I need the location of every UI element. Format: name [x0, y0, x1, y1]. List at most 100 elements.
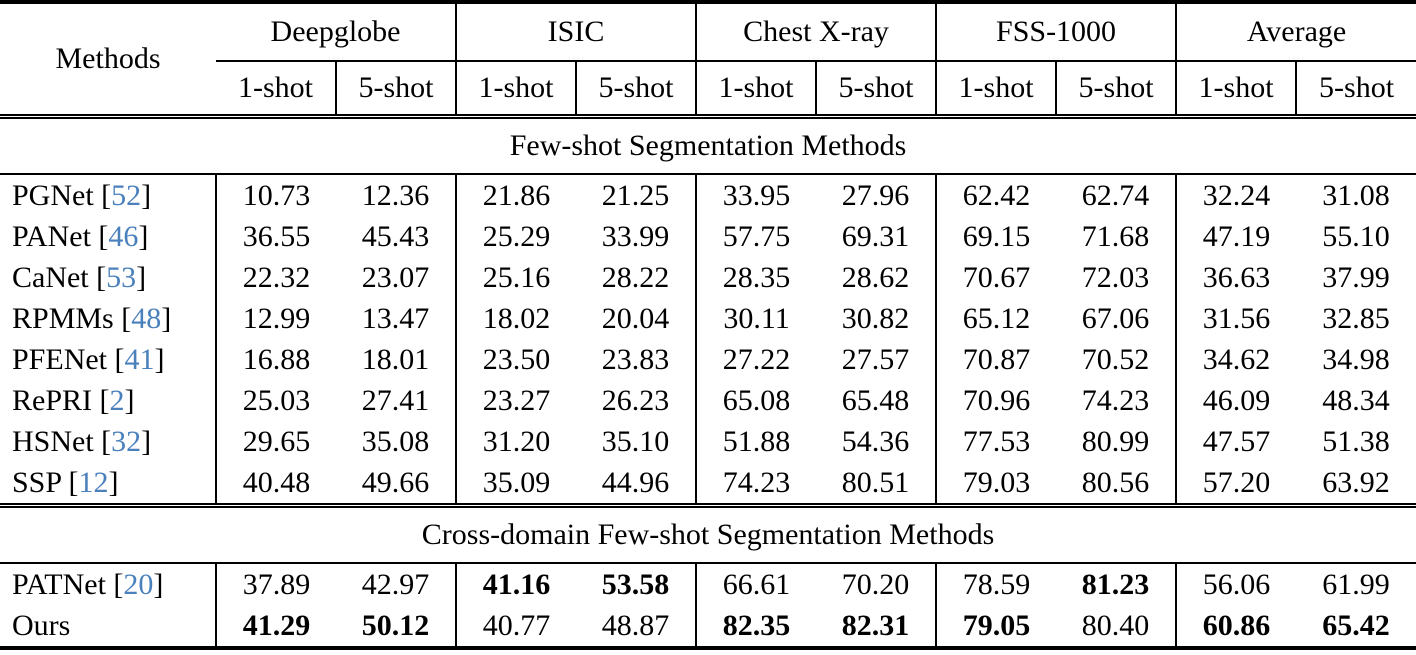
- metric-value: 22.32: [215, 257, 336, 298]
- metric-value: 53.58: [601, 567, 670, 601]
- method-name: PGNet: [12, 178, 94, 212]
- table-row: PFENet [41] 16.88 18.01 23.50 23.83 27.22 27.5…: [0, 339, 1416, 380]
- metric-value: 69.15: [935, 216, 1057, 257]
- metric-value: 61.99: [1322, 567, 1390, 601]
- metric-value: 13.47: [361, 301, 430, 335]
- metric-value: 31.08: [1322, 178, 1390, 212]
- metric-value: 27.57: [841, 342, 910, 376]
- citation-link[interactable]: 53: [106, 260, 137, 294]
- metric-value: 27.41: [361, 383, 430, 417]
- metric-value: 10.73: [215, 174, 336, 216]
- metric-value: 70.67: [935, 257, 1057, 298]
- metric-value: 35.09: [455, 462, 577, 508]
- col-header-chest-xray-5shot: 5-shot: [815, 61, 937, 119]
- metric-value: 65.12: [935, 298, 1057, 339]
- metric-value: 40.48: [215, 462, 336, 508]
- group-header-chest-xray: Chest X-ray: [695, 0, 937, 62]
- method-cell: SSP [12]: [0, 462, 216, 508]
- metric-value: 46.09: [1175, 380, 1297, 421]
- metric-value: 67.06: [1081, 301, 1150, 335]
- metric-value: 49.66: [336, 462, 457, 508]
- metric-value: 18.02: [455, 298, 577, 339]
- method-cell: PGNet [52]: [12, 178, 152, 212]
- table-row: PATNet [20] 37.89 42.97 41.16 53.58 66.61 70.2…: [0, 563, 1416, 605]
- group-header-average: Average: [1175, 0, 1416, 62]
- col-header-fss-1000-1shot: 1-shot: [935, 61, 1057, 119]
- metric-value: 12.99: [215, 298, 336, 339]
- method-name: PATNet: [12, 567, 106, 601]
- metric-value: 51.38: [1322, 424, 1390, 458]
- metric-value: 37.89: [215, 563, 336, 605]
- section-header-row: Few-shot Segmentation Methods: [0, 116, 1416, 175]
- table-body: Few-shot Segmentation Methods PGNet [52] 1…: [0, 116, 1416, 650]
- metric-value: 50.12: [336, 605, 457, 650]
- citation-link[interactable]: 46: [108, 219, 139, 253]
- citation-link[interactable]: 52: [111, 178, 142, 212]
- col-header-isic-5shot: 5-shot: [575, 61, 697, 119]
- metric-value: 21.25: [601, 178, 670, 212]
- col-header-deepglobe-5shot: 5-shot: [334, 61, 457, 119]
- section-title: Cross-domain Few-shot Segmentation Metho…: [0, 505, 1416, 564]
- col-header-fss-1000-5shot: 5-shot: [1055, 61, 1177, 119]
- metric-value: 33.95: [695, 174, 817, 216]
- metric-value: 60.86: [1175, 605, 1297, 650]
- table-header: Methods Deepglobe ISIC Chest X-ray FSS-1…: [0, 0, 1416, 119]
- metric-value: 25.29: [455, 216, 577, 257]
- metric-value: 57.20: [1175, 462, 1297, 508]
- metric-value: 30.82: [841, 301, 910, 335]
- method-cell: RPMMs [48]: [12, 301, 172, 335]
- metric-value: 80.51: [816, 462, 937, 508]
- table-row: PGNet [52] 10.73 12.36 21.86 21.25 33.95 27.96…: [0, 174, 1416, 216]
- group-header-isic: ISIC: [455, 0, 697, 62]
- metric-value: 18.01: [361, 342, 430, 376]
- method-cell: CaNet [53]: [12, 260, 147, 294]
- metric-value: 23.50: [455, 339, 577, 380]
- metric-value: 27.96: [841, 178, 910, 212]
- metric-value: 56.06: [1175, 563, 1297, 605]
- metric-value: 28.35: [695, 257, 817, 298]
- citation-link[interactable]: 2: [109, 383, 125, 417]
- metric-value: 80.56: [1056, 462, 1177, 508]
- metric-value: 82.35: [695, 605, 817, 650]
- metric-value: 70.96: [935, 380, 1057, 421]
- metric-value: 62.42: [935, 174, 1057, 216]
- table-row: RPMMs [48] 12.99 13.47 18.02 20.04 30.11 30.82…: [0, 298, 1416, 339]
- citation-link[interactable]: 32: [111, 424, 142, 458]
- method-name: HSNet: [12, 424, 94, 458]
- table-row: CaNet [53] 22.32 23.07 25.16 28.22 28.35 28.62…: [0, 257, 1416, 298]
- citation-link[interactable]: 48: [131, 301, 162, 335]
- metric-value: 74.23: [695, 462, 817, 508]
- col-header-deepglobe-1shot: 1-shot: [216, 61, 336, 119]
- metric-value: 48.87: [576, 605, 697, 650]
- metric-value: 31.20: [455, 421, 577, 462]
- metric-value: 63.92: [1296, 462, 1416, 508]
- method-cell: HSNet [32]: [12, 424, 152, 458]
- citation-link[interactable]: 20: [123, 567, 154, 601]
- method-cell: Ours: [0, 605, 216, 650]
- metric-value: 72.03: [1081, 260, 1150, 294]
- citation-link[interactable]: 12: [78, 465, 109, 499]
- metric-value: 71.68: [1081, 219, 1150, 253]
- metric-value: 20.04: [601, 301, 670, 335]
- metric-value: 16.88: [215, 339, 336, 380]
- metric-value: 35.08: [361, 424, 430, 458]
- metric-value: 37.99: [1322, 260, 1390, 294]
- metric-value: 44.96: [576, 462, 697, 508]
- method-name: RePRI: [12, 383, 93, 417]
- table-row: PANet [46] 36.55 45.43 25.29 33.99 57.75 69.31…: [0, 216, 1416, 257]
- metric-value: 34.98: [1322, 342, 1390, 376]
- metric-value: 82.31: [816, 605, 937, 650]
- citation-link[interactable]: 41: [124, 342, 155, 376]
- metric-value: 41.29: [215, 605, 336, 650]
- metric-value: 65.08: [695, 380, 817, 421]
- metric-value: 62.74: [1081, 178, 1150, 212]
- metric-value: 65.48: [841, 383, 910, 417]
- table-row: Ours 41.29 50.12 40.77 48.87 82.35 82.31 79.05 8…: [0, 605, 1416, 650]
- metric-value: 31.56: [1175, 298, 1297, 339]
- metric-value: 12.36: [361, 178, 430, 212]
- metric-value: 21.86: [455, 174, 577, 216]
- table-row: SSP [12] 40.48 49.66 35.09 44.96 74.23 80.51 79…: [0, 462, 1416, 508]
- metric-value: 29.65: [215, 421, 336, 462]
- header-group-row: Methods Deepglobe ISIC Chest X-ray FSS-1…: [0, 0, 1416, 119]
